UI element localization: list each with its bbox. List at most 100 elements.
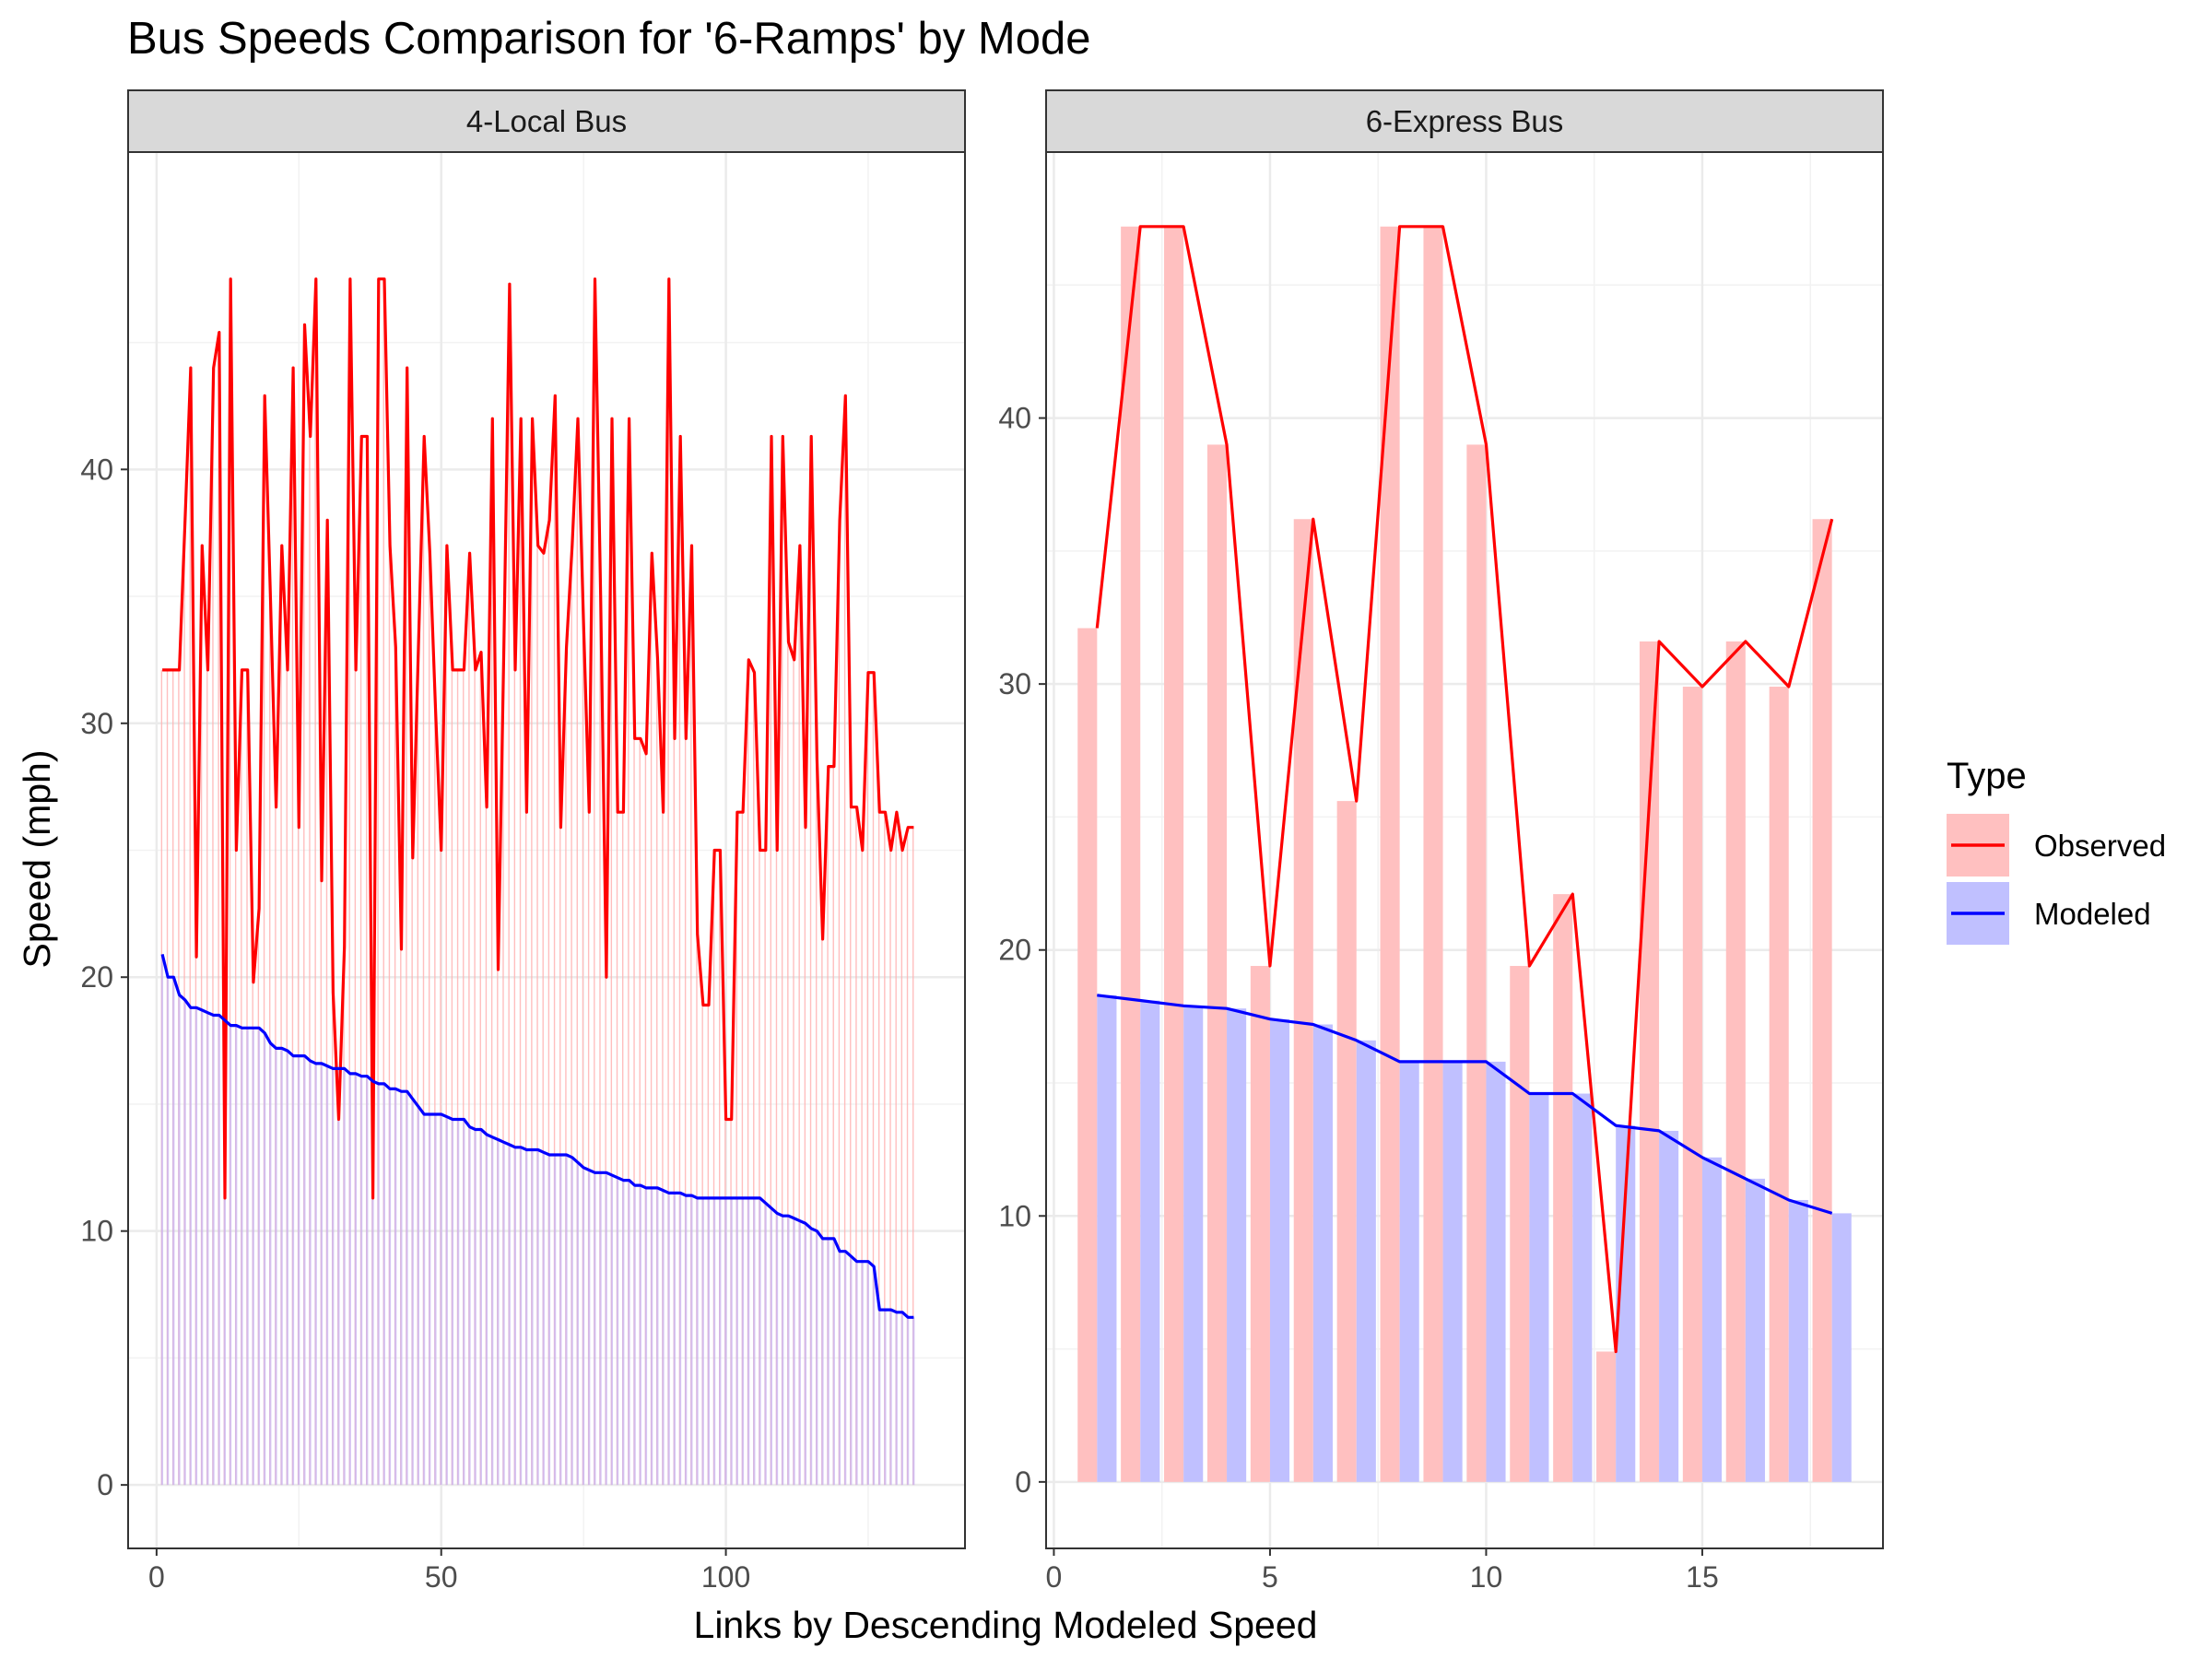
bar-modeled <box>314 1063 317 1486</box>
bar-modeled <box>696 1197 699 1486</box>
bar-observed <box>359 436 362 1486</box>
bar-modeled <box>877 1310 881 1486</box>
bar-modeled <box>1788 1199 1808 1482</box>
bar-observed <box>422 436 425 1486</box>
bar-observed <box>1510 966 1530 1482</box>
bar-modeled <box>565 1155 568 1486</box>
bar-modeled <box>759 1197 761 1486</box>
bar-observed <box>1077 628 1098 1482</box>
y-tick-label: 40 <box>80 453 113 486</box>
bar-modeled <box>730 1197 733 1486</box>
bar-modeled <box>610 1175 614 1486</box>
x-tick-label: 100 <box>701 1560 750 1594</box>
bar-modeled <box>331 1068 335 1486</box>
bar-modeled <box>798 1220 801 1486</box>
bar-observed <box>576 418 578 1486</box>
bar-modeled <box>280 1048 283 1486</box>
bar-modeled <box>382 1083 385 1486</box>
bar-modeled <box>524 1149 528 1486</box>
bar-modeled <box>900 1312 904 1486</box>
bar-observed <box>633 738 635 1486</box>
bar-modeled <box>787 1216 790 1486</box>
bar-observed <box>628 418 629 1486</box>
bar-modeled <box>1227 1008 1247 1482</box>
bar-observed <box>479 652 481 1486</box>
bar-observed <box>531 418 533 1486</box>
bar-observed <box>1769 687 1789 1482</box>
bar-observed <box>866 672 868 1486</box>
bar-modeled <box>821 1238 824 1486</box>
line-observed <box>1095 225 1834 1354</box>
bar-modeled <box>166 977 170 1486</box>
chart-title: Bus Speeds Comparison for '6-Ramps' by M… <box>127 14 1090 64</box>
bar-modeled <box>662 1190 665 1486</box>
x-tick-label: 0 <box>148 1560 165 1594</box>
bar-observed <box>764 850 766 1486</box>
bar-observed <box>280 545 282 1486</box>
bar-observed <box>325 520 328 1486</box>
bar-observed <box>872 672 875 1486</box>
y-tick-label: 0 <box>1015 1465 1031 1499</box>
bar-modeled <box>200 1010 204 1486</box>
bar-observed <box>912 827 914 1486</box>
bar-modeled <box>571 1157 573 1486</box>
bar-modeled <box>388 1088 392 1486</box>
bar-modeled <box>707 1197 711 1486</box>
bar-modeled <box>650 1187 653 1486</box>
bar-observed <box>212 368 214 1486</box>
bar-observed <box>1596 1351 1617 1482</box>
legend-item-observed: Observed <box>1947 814 2166 877</box>
bar-observed <box>587 812 590 1486</box>
line-observed <box>162 277 914 1200</box>
bar-modeled <box>354 1073 358 1486</box>
bar-modeled <box>804 1223 807 1486</box>
bar-observed <box>838 520 841 1486</box>
bar-modeled <box>456 1119 460 1486</box>
bar-modeled <box>320 1063 324 1486</box>
bar-observed <box>599 596 601 1486</box>
bar-observed <box>684 738 687 1486</box>
bar-modeled <box>838 1251 841 1486</box>
bar-observed <box>827 766 829 1486</box>
bar-observed <box>1639 641 1660 1482</box>
bar-modeled <box>508 1145 511 1486</box>
bar-observed <box>314 278 316 1486</box>
bar-observed <box>621 812 624 1486</box>
bar-observed <box>690 545 692 1486</box>
x-tick-label: 10 <box>1470 1560 1503 1594</box>
bar-modeled <box>855 1261 858 1486</box>
bar-modeled <box>348 1073 351 1486</box>
bar-modeled <box>616 1177 619 1486</box>
bar-observed <box>1725 641 1746 1482</box>
bar-modeled <box>502 1142 505 1486</box>
bar-modeled <box>827 1238 830 1486</box>
bar-observed <box>667 278 669 1486</box>
bar-modeled <box>1442 1061 1463 1482</box>
bar-modeled <box>229 1025 232 1486</box>
bar-modeled <box>474 1129 477 1486</box>
x-tick-label: 5 <box>1262 1560 1278 1594</box>
bar-modeled <box>656 1187 659 1486</box>
bar-modeled <box>263 1032 266 1486</box>
bar-observed <box>798 545 800 1486</box>
bar-modeled <box>639 1185 641 1486</box>
bar-modeled <box>440 1113 442 1486</box>
facet-strip <box>1045 89 1884 153</box>
bar-modeled <box>861 1261 864 1486</box>
bar-modeled <box>1659 1130 1679 1482</box>
bar-modeled <box>400 1091 403 1486</box>
bar-observed <box>474 669 476 1486</box>
bar-observed <box>832 766 834 1486</box>
bar-observed <box>366 436 368 1486</box>
bar-modeled <box>269 1042 272 1486</box>
facet-strip <box>127 89 966 153</box>
bar-modeled <box>257 1028 261 1486</box>
bar-observed <box>735 812 737 1486</box>
facet-local-bus: 4-Local Bus 0 50 100 0 10 20 30 40 <box>80 89 966 1594</box>
bar-modeled <box>735 1197 738 1486</box>
panel-express-bus: 0 5 10 15 0 10 20 30 40 <box>998 151 1884 1594</box>
bar-observed <box>1682 687 1702 1482</box>
bar-observed <box>775 850 778 1486</box>
bar-modeled <box>701 1197 704 1486</box>
panel-border <box>127 151 966 1549</box>
